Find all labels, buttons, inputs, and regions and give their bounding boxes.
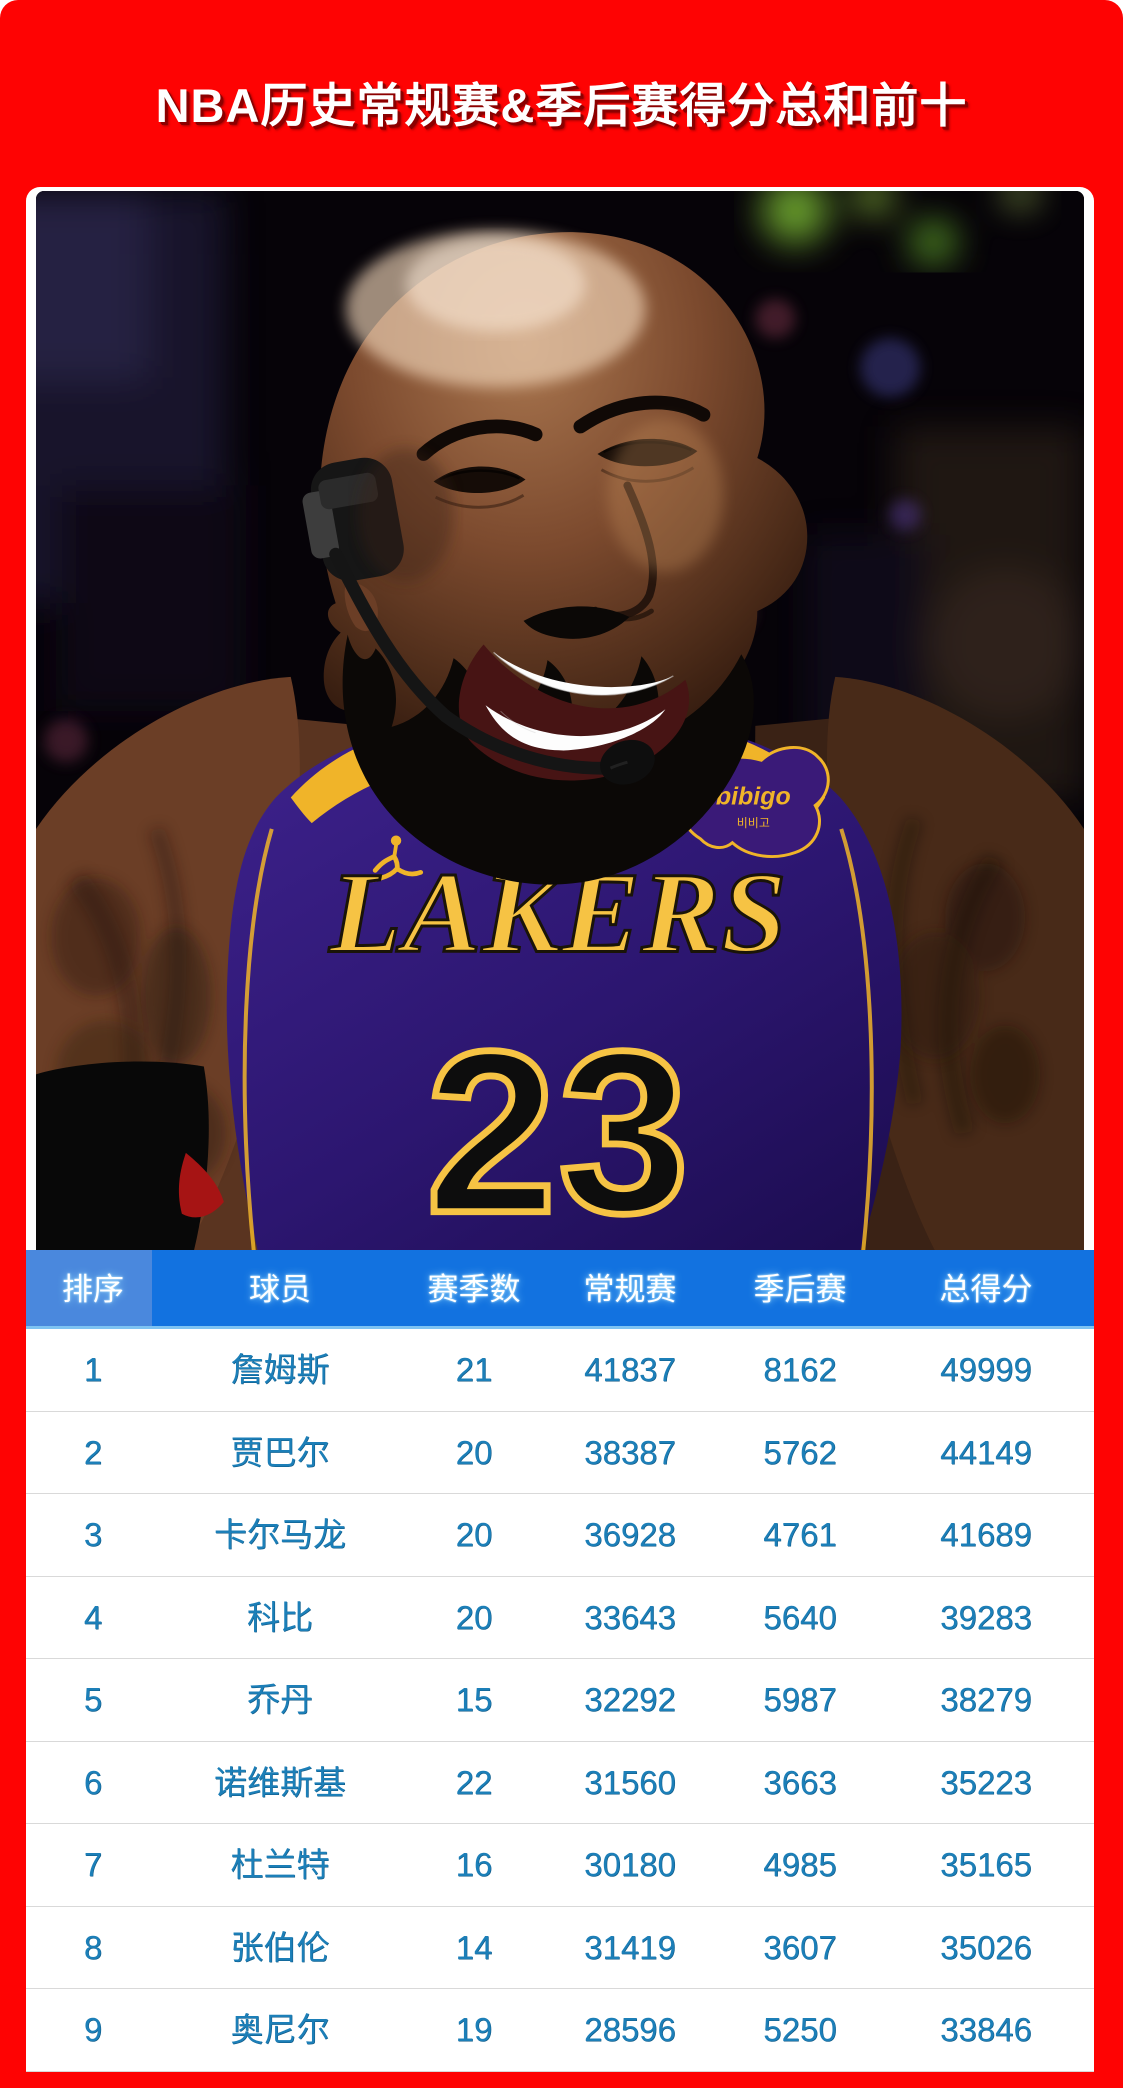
svg-text:비비고: 비비고	[737, 816, 770, 830]
svg-text:23: 23	[426, 1004, 691, 1251]
svg-text:bibigo: bibigo	[716, 784, 791, 811]
